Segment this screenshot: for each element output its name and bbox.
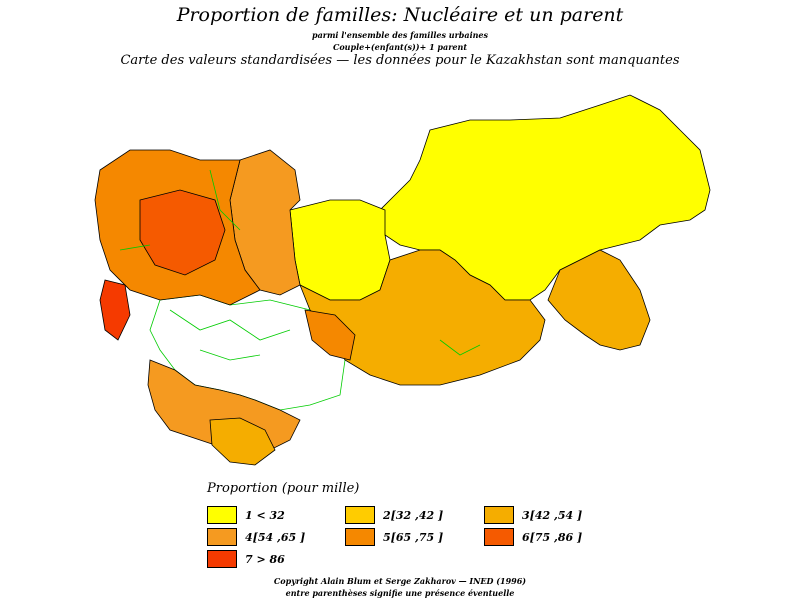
legend-label: 7 > 86 [245, 553, 285, 566]
legend-label: 2[32 ,42 ] [383, 509, 444, 522]
region-primorye [547, 249, 651, 351]
copyright-text: Copyright Alain Blum et Serge Zakharov —… [273, 576, 527, 586]
map-subtitle-note: Carte des valeurs standardisées — les do… [120, 53, 680, 68]
region-altai [304, 309, 356, 361]
region-central-russia [139, 189, 226, 276]
legend-swatch [345, 528, 375, 546]
region-baltic [99, 279, 131, 341]
region-kazakhstan-missing [149, 294, 346, 411]
map-title: Proportion de familles: Nucléaire et un … [176, 4, 624, 26]
map-subtitle-population: parmi l'ensemble des familles urbaines [311, 30, 489, 40]
region-south-siberia [299, 249, 546, 386]
footer-note: entre parenthèses signifie une présence … [285, 588, 515, 598]
internal-borders [119, 169, 481, 361]
legend-swatch [345, 506, 375, 524]
legend-label: 4[54 ,65 ] [245, 531, 306, 544]
legend-label: 3[42 ,54 ] [522, 509, 583, 522]
legend-title: Proportion (pour mille) [207, 481, 360, 496]
region-central-siberia [289, 199, 391, 301]
legend-swatch [484, 506, 514, 524]
legend-swatch [207, 550, 237, 568]
region-caucasus [209, 417, 276, 466]
legend-label: 5[65 ,75 ] [383, 531, 444, 544]
legend-label: 1 < 32 [245, 509, 285, 522]
legend-swatch [207, 528, 237, 546]
legend-swatch [207, 506, 237, 524]
legend-swatch [484, 528, 514, 546]
map-subtitle-definition: Couple+(enfant(s))+ 1 parent [332, 42, 468, 52]
legend-label: 6[75 ,86 ] [522, 531, 583, 544]
choropleth-map [94, 94, 711, 466]
